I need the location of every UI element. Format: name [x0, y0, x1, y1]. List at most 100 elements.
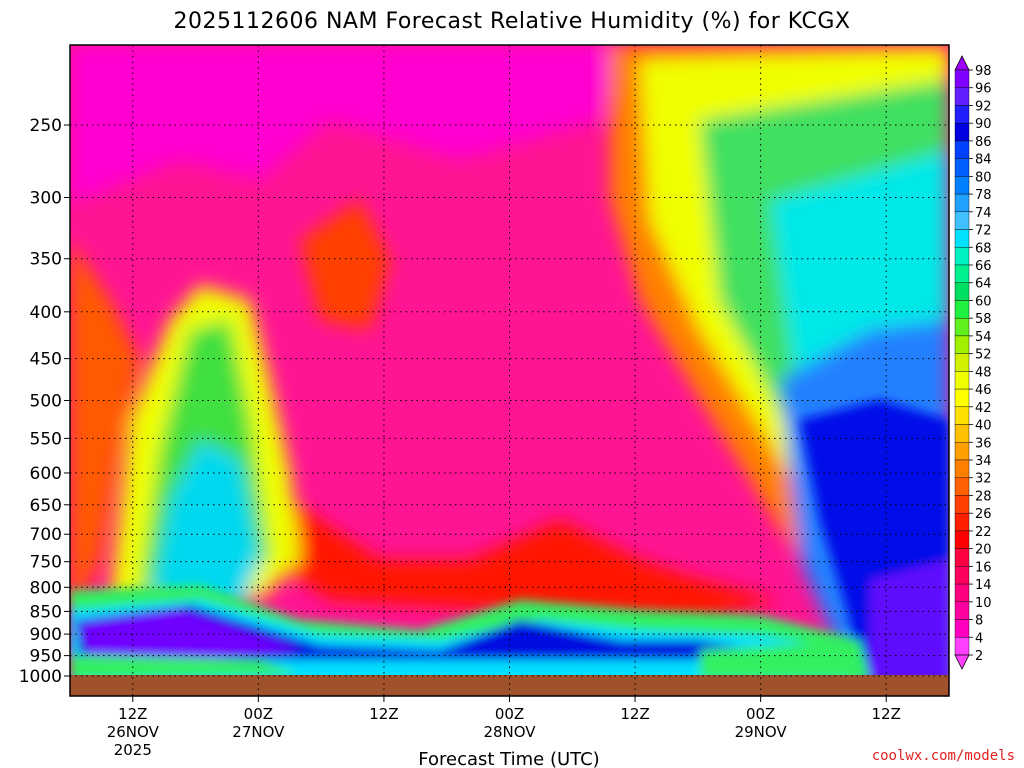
colorbar-swatch [954, 176, 970, 195]
x-tick-label: 28NOV [483, 723, 536, 741]
credit-label: coolwx.com/models [872, 748, 1015, 764]
y-tick-label: 950 [30, 647, 62, 667]
chart-title: 2025112606 NAM Forecast Relative Humidit… [174, 9, 851, 34]
colorbar-label: 46 [975, 383, 992, 398]
rh-field [70, 45, 949, 696]
x-tick-label: 2025 [114, 741, 152, 759]
colorbar-swatch [954, 406, 970, 425]
y-tick-label: 350 [30, 250, 62, 270]
colorbar-swatch [954, 69, 970, 88]
colorbar-swatch [954, 140, 970, 159]
colorbar-label: 28 [975, 489, 992, 504]
colorbar-swatch [954, 87, 970, 106]
colorbar-swatch [954, 211, 970, 230]
colorbar-swatch [954, 264, 970, 283]
y-tick-label: 800 [30, 578, 62, 598]
rh-region-red-patch-center [300, 200, 390, 330]
x-tick-label: 00Z [746, 705, 775, 723]
y-tick-label: 1000 [19, 667, 62, 687]
colorbar-label: 98 [975, 64, 992, 79]
y-tick-label: 400 [30, 303, 62, 323]
colorbar-label: 78 [975, 188, 992, 203]
x-tick-label: 00Z [495, 705, 524, 723]
colorbar-swatch [954, 477, 970, 496]
colorbar-swatch [954, 335, 970, 354]
colorbar-label: 8 [975, 614, 983, 629]
colorbar-label: 68 [975, 241, 992, 256]
colorbar-label: 54 [975, 330, 992, 345]
colorbar-swatch [954, 388, 970, 408]
colorbar-swatch [954, 583, 970, 603]
y-tick-label: 900 [30, 625, 62, 645]
rh-region-moist-tongue-cyan [150, 440, 260, 610]
colorbar-label: 60 [975, 294, 992, 309]
colorbar-label: 14 [975, 578, 992, 593]
colorbar-swatch [954, 566, 970, 585]
x-tick-label: 29NOV [735, 723, 788, 741]
colorbar-swatch [954, 512, 970, 532]
colorbar-label: 36 [975, 436, 992, 451]
colorbar-swatch [954, 459, 970, 478]
colorbar-swatch [954, 105, 970, 124]
colorbar-label: 10 [975, 596, 992, 611]
colorbar-label: 58 [975, 312, 992, 327]
colorbar-swatch [954, 353, 970, 372]
y-tick-label: 550 [30, 429, 62, 449]
y-axis: 250 300 350 400 450 500 550 600 650 700 750 800 850 9… [19, 116, 70, 687]
colorbar-label: 86 [975, 135, 992, 150]
y-tick-label: 450 [30, 350, 62, 370]
rh-region-deep-moist-purple [870, 560, 949, 696]
colorbar-swatch [954, 601, 970, 620]
rh-region-very-dry-upper [70, 45, 620, 200]
colorbar-bottom-arrow [954, 654, 970, 670]
y-tick-label: 250 [30, 116, 62, 136]
colorbar-label: 92 [975, 99, 992, 114]
colorbar-label: 84 [975, 153, 992, 168]
y-tick-label: 650 [30, 496, 62, 516]
colorbar-swatch [954, 424, 970, 443]
y-tick-label: 600 [30, 464, 62, 484]
colorbar-label: 90 [975, 117, 992, 132]
ground [70, 675, 949, 696]
colorbar-swatch [954, 122, 970, 142]
colorbar-swatch [954, 158, 970, 177]
colorbar-swatch [954, 637, 970, 656]
x-tick-label: 12Z [620, 705, 649, 723]
colorbar-swatch [954, 229, 970, 248]
colorbar-swatch [954, 193, 970, 213]
colorbar-label: 4 [975, 631, 983, 646]
y-tick-label: 750 [30, 553, 62, 573]
colorbar-label: 2 [975, 649, 983, 664]
colorbar-swatch [954, 300, 970, 319]
x-tick-label: 27NOV [232, 723, 285, 741]
colorbar-label: 26 [975, 507, 992, 522]
colorbar-swatch [954, 442, 970, 461]
colorbar-label: 32 [975, 472, 992, 487]
colorbar-label: 22 [975, 525, 992, 540]
colorbar-swatch [954, 530, 970, 549]
colorbar-top-arrow [954, 55, 970, 71]
y-tick-label: 300 [30, 188, 62, 208]
colorbar-swatch [954, 317, 970, 337]
colorbar-label: 64 [975, 277, 992, 292]
colorbar: 9896929086848078747268666460585452484642… [954, 55, 992, 670]
colorbar-label: 66 [975, 259, 992, 274]
colorbar-swatch [954, 495, 970, 514]
colorbar-swatch [954, 282, 970, 301]
x-tick-label: 00Z [244, 705, 273, 723]
colorbar-swatch [954, 371, 970, 390]
colorbar-label: 74 [975, 206, 992, 221]
y-tick-label: 700 [30, 525, 62, 545]
grid-lines [70, 45, 949, 696]
y-tick-label: 850 [30, 602, 62, 622]
colorbar-label: 34 [975, 454, 992, 469]
x-tick-label: 12Z [369, 705, 398, 723]
colorbar-label: 48 [975, 365, 992, 380]
colorbar-label: 42 [975, 401, 992, 416]
colorbar-label: 20 [975, 543, 992, 558]
colorbar-swatch [954, 247, 970, 266]
colorbar-label: 16 [975, 560, 992, 575]
x-tick-label: 26NOV [107, 723, 160, 741]
